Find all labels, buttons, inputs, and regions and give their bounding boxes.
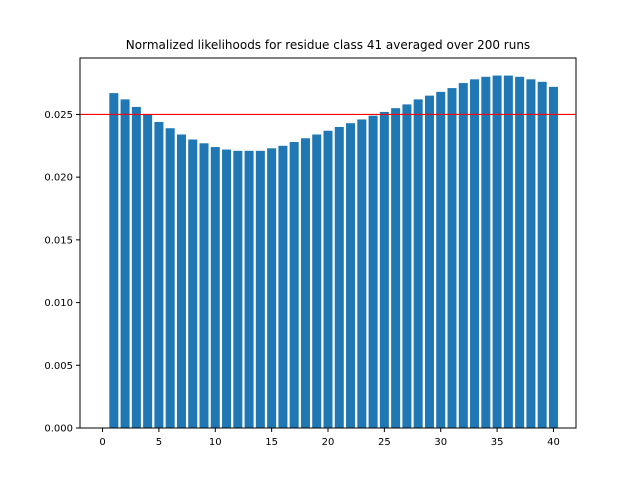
x-tick-label: 10 [209,437,222,448]
bar-19 [312,134,322,428]
bar-26 [391,108,401,429]
bar-5 [154,121,164,428]
y-tick-label: 0.015 [44,235,73,246]
bar-32 [458,83,468,428]
bar-36 [503,75,513,428]
bar-12 [233,150,243,428]
bar-24 [368,115,378,428]
bar-1 [109,93,119,429]
chart-title: Normalized likelihoods for residue class… [126,38,530,52]
bar-15 [267,148,277,428]
bar-22 [346,123,356,428]
bar-37 [515,76,525,428]
x-tick-label: 0 [99,437,105,448]
y-tick-label: 0.005 [44,361,73,372]
bar-16 [278,145,288,429]
bar-25 [379,111,389,429]
bar-30 [436,91,446,429]
x-tick-label: 35 [491,437,504,448]
bar-33 [470,79,480,428]
bar-3 [131,106,141,429]
x-axis: 0 5 10 15 20 25 30 35 40 [99,428,560,448]
bar-20 [323,130,333,428]
bar-13 [244,150,254,428]
bar-4 [143,114,153,428]
x-tick-label: 20 [322,437,335,448]
y-tick-label: 0.025 [44,110,73,121]
y-tick-label: 0.020 [44,173,73,184]
bar-34 [481,76,491,428]
bar-9 [199,143,209,429]
bar-35 [492,75,502,428]
x-tick-label: 15 [265,437,278,448]
bar-28 [413,99,423,428]
bar-18 [300,138,310,428]
bar-17 [289,142,299,428]
bar-29 [424,95,434,428]
bar-31 [447,88,457,428]
y-tick-label: 0.000 [44,424,73,435]
bar-6 [165,128,175,429]
bar-38 [526,79,536,428]
bar-8 [188,139,198,428]
bar-27 [402,104,412,428]
bar-11 [222,149,232,428]
bar-7 [176,134,186,428]
x-tick-label: 40 [547,437,560,448]
x-tick-label: 5 [156,437,162,448]
bar-40 [548,86,558,428]
y-tick-label: 0.010 [44,298,73,309]
bar-14 [255,150,265,428]
bar-2 [120,99,130,428]
bar-10 [210,147,220,429]
bar-23 [357,119,367,429]
bar-21 [334,126,344,428]
y-axis: 0.000 0.005 0.010 0.015 0.020 0.025 [44,110,80,435]
x-tick-label: 25 [378,437,391,448]
x-tick-label: 30 [434,437,447,448]
bars-layer [109,75,558,429]
bar-39 [537,81,547,428]
